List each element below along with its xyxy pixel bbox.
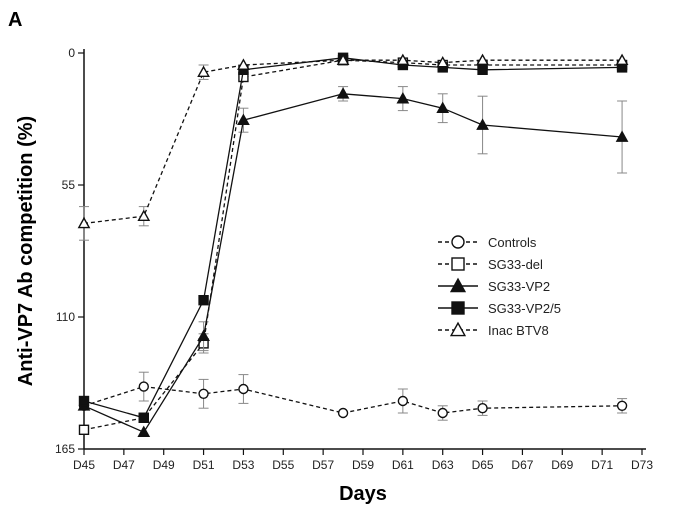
data-point: [396, 53, 410, 66]
data-point: [437, 407, 448, 419]
x-tick-label: D45: [73, 458, 95, 472]
x-tick-label: D67: [511, 458, 533, 472]
x-tick-label: D61: [392, 458, 414, 472]
data-point: [77, 216, 91, 229]
data-point: [615, 53, 629, 66]
data-point: [616, 400, 628, 411]
data-point: [198, 388, 209, 399]
series-line: [83, 385, 623, 414]
data-point: [336, 87, 350, 99]
data-point: [615, 130, 629, 142]
legend-label: Controls: [488, 235, 537, 250]
data-point: [137, 209, 151, 222]
data-point: [436, 101, 450, 114]
data-point: [197, 65, 210, 78]
y-tick-label: 0: [68, 46, 75, 60]
series-line: [83, 57, 623, 419]
data-point: [138, 412, 149, 423]
data-point: [396, 91, 410, 104]
legend: Controls SG33-del SG33-VP2 SG33-VP2/5 Inac B…: [438, 235, 561, 338]
x-tick-label: D55: [272, 458, 294, 472]
legend-label: SG33-VP2/5: [488, 301, 561, 316]
data-point: [78, 424, 90, 435]
data-point: [436, 55, 450, 68]
series-2: [77, 86, 629, 438]
y-tick-label: 110: [56, 310, 75, 324]
series-layer: [77, 52, 629, 438]
series-line: [83, 59, 623, 431]
legend-marker: [449, 321, 467, 337]
x-tick-label: D73: [631, 458, 653, 472]
data-point: [477, 403, 488, 414]
data-point: [198, 295, 209, 306]
x-axis-label: Days: [339, 483, 387, 505]
legend-item: SG33-del: [438, 257, 543, 272]
series-0: [78, 371, 628, 421]
y-tick-label: 55: [62, 178, 76, 192]
legend-item: SG33-VP2/5: [438, 301, 561, 316]
data-point: [337, 407, 349, 419]
x-tick-label: D53: [232, 458, 254, 472]
series-3: [78, 52, 628, 423]
legend-item: Inac BTV8: [438, 321, 549, 338]
data-point: [476, 118, 489, 130]
data-point: [237, 58, 250, 70]
data-point: [477, 64, 488, 76]
legend-item: SG33-VP2: [438, 277, 550, 294]
x-tick-label: D71: [591, 458, 613, 472]
data-point: [397, 395, 409, 407]
data-point: [137, 425, 151, 438]
y-tick-label: 165: [55, 442, 75, 456]
x-tick-label: D57: [312, 458, 334, 472]
data-point: [78, 395, 90, 407]
axes: 0 55 110 165 D45 D47 D49 D51 D53 D55 D57 D59 D61 D63 D…: [55, 46, 653, 472]
legend-item: Controls: [438, 235, 537, 250]
legend-marker: [451, 301, 465, 315]
data-point: [237, 113, 250, 126]
x-tick-label: D47: [113, 458, 135, 472]
legend-label: SG33-del: [488, 257, 543, 272]
x-tick-label: D49: [153, 458, 175, 472]
x-tick-label: D65: [472, 458, 494, 472]
y-axis-label: Anti-VP7 Ab competition (%): [15, 116, 37, 386]
legend-label: SG33-VP2: [488, 279, 550, 294]
legend-marker: [451, 235, 465, 249]
legend-marker: [449, 277, 467, 293]
x-tick-label: D63: [432, 458, 454, 472]
series-4: [77, 53, 629, 241]
data-point: [197, 329, 210, 342]
legend-marker: [451, 257, 465, 271]
legend-label: Inac BTV8: [488, 323, 549, 338]
series-1: [78, 55, 628, 435]
panel-label: A: [8, 9, 22, 31]
x-tick-label: D51: [193, 458, 215, 472]
data-point: [138, 381, 149, 392]
data-point: [476, 53, 489, 66]
series-line: [83, 59, 623, 225]
data-point: [336, 53, 350, 66]
x-tick-label: D59: [352, 458, 374, 472]
data-point: [238, 383, 249, 395]
x-tick-label: D69: [551, 458, 573, 472]
